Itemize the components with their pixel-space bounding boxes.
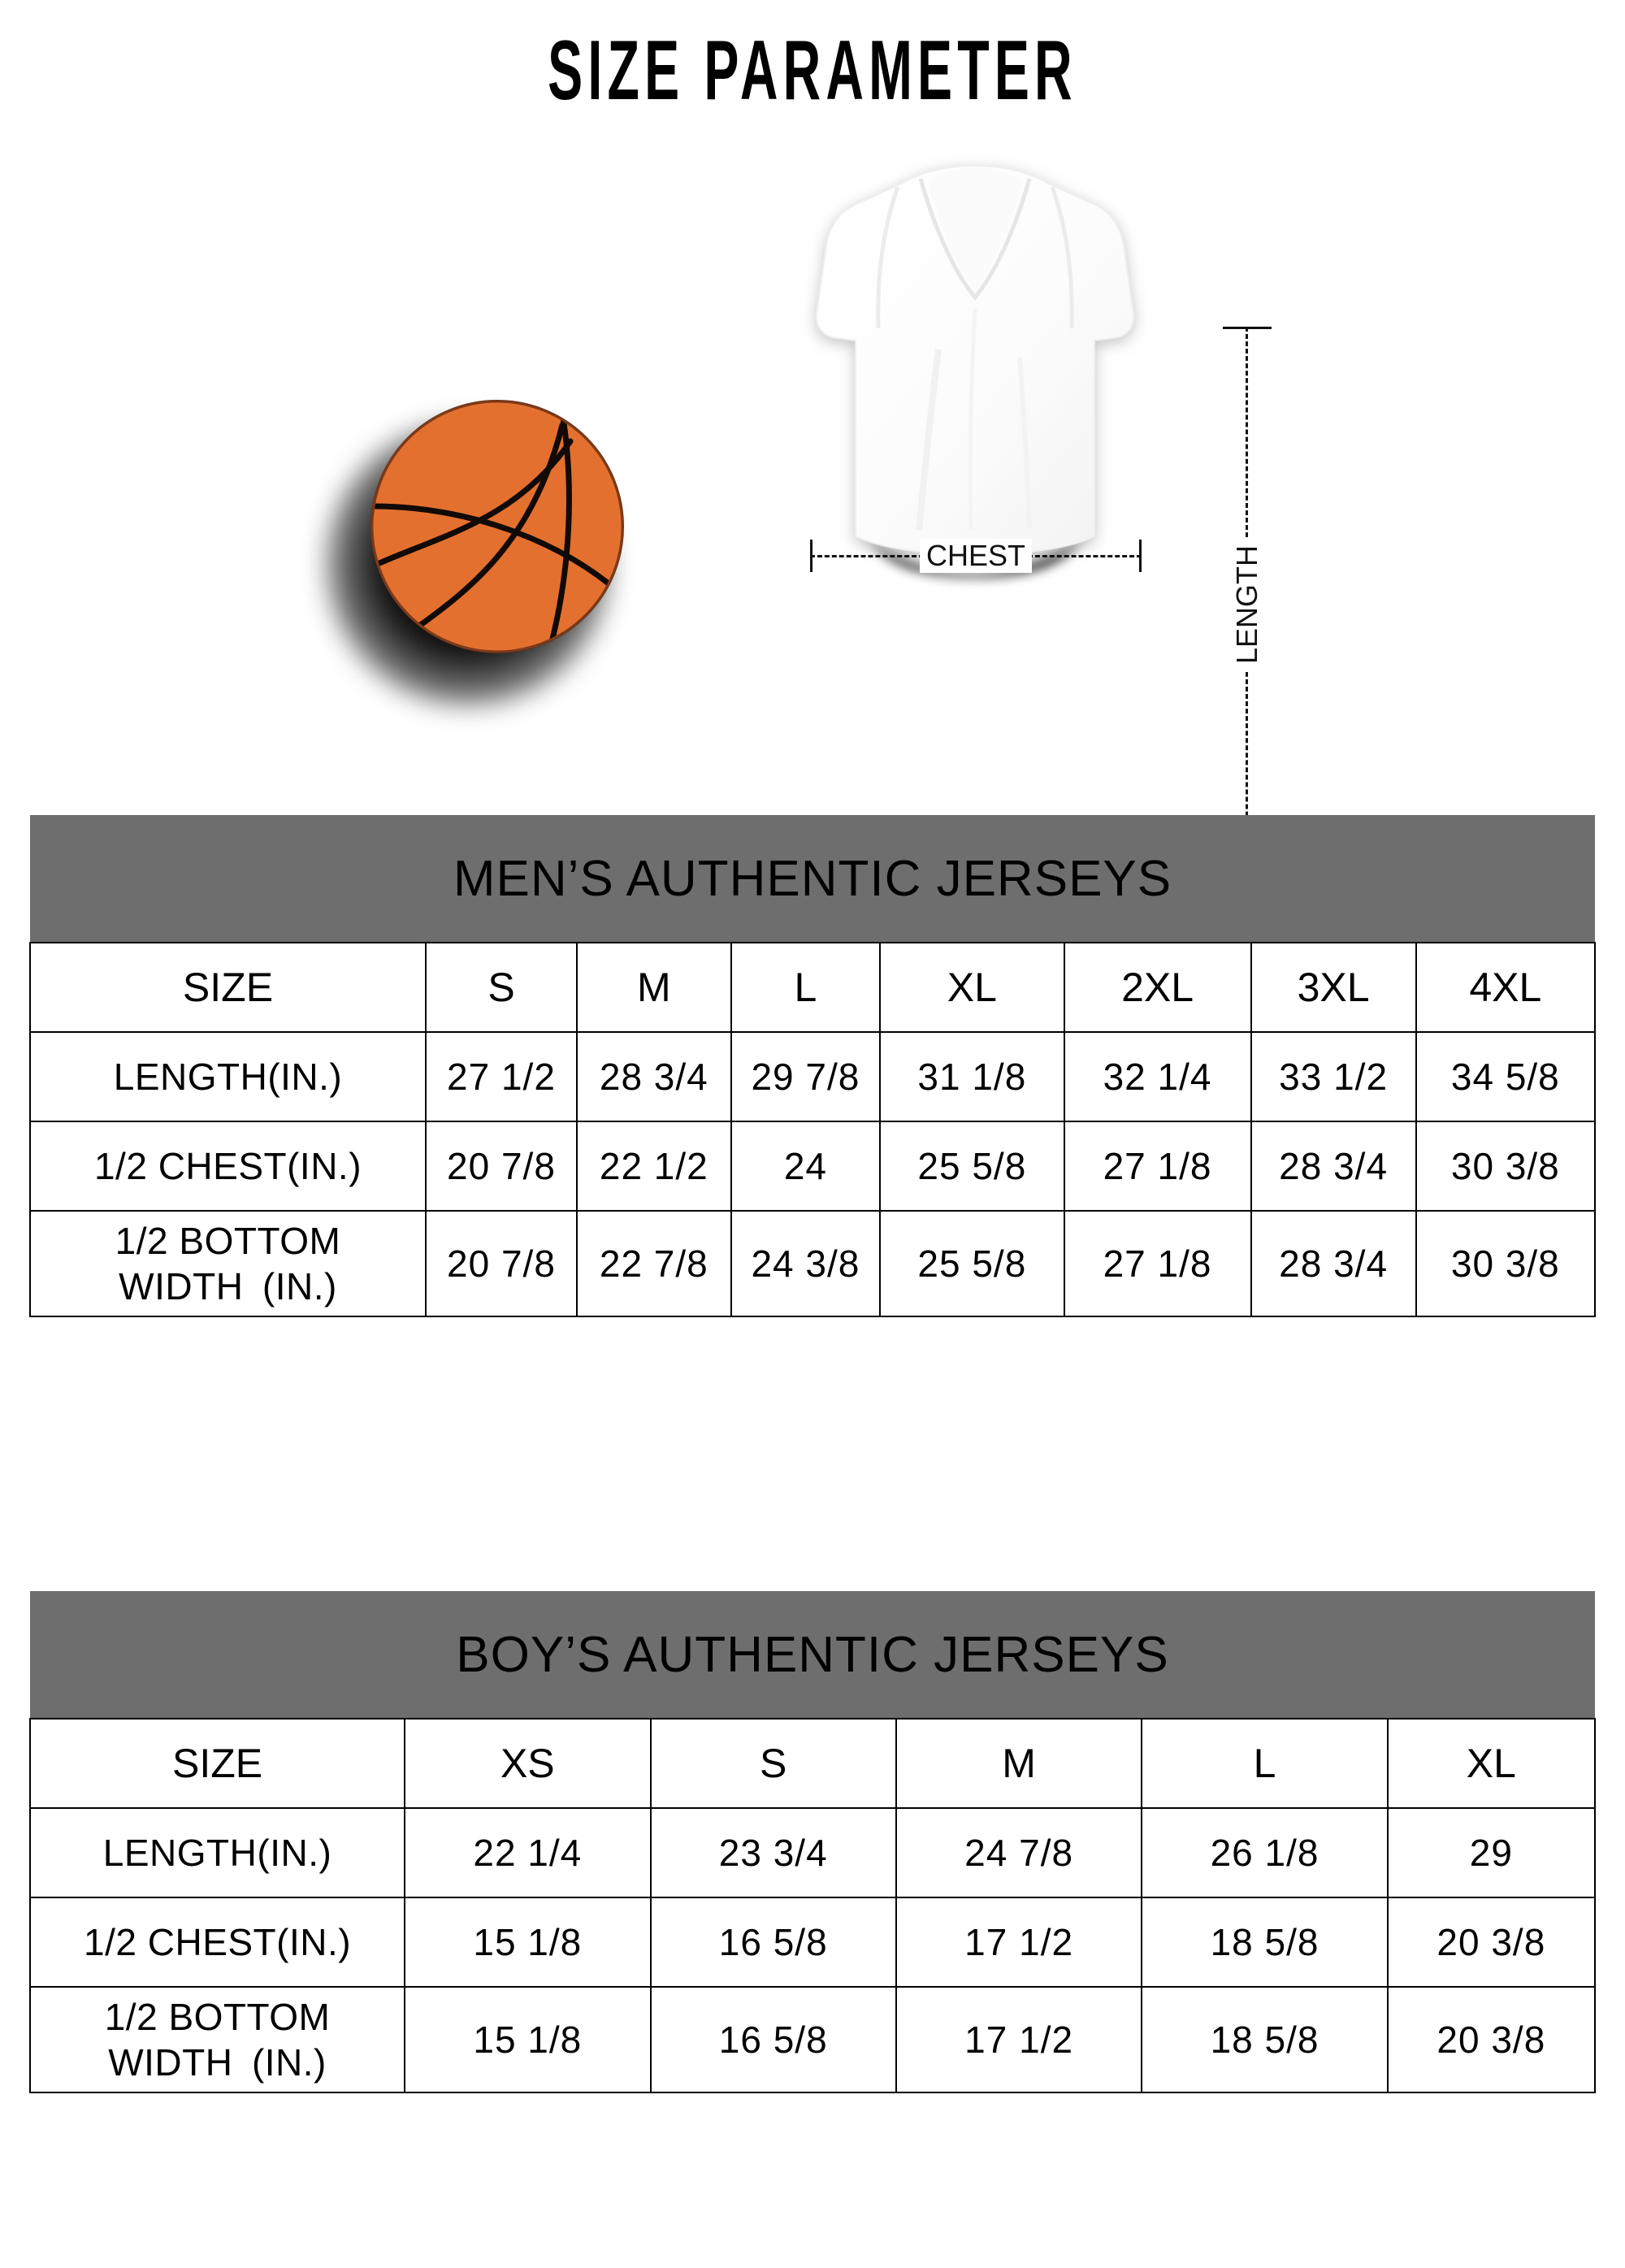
mens-bottom-width-row: 1/2 BOTTOM WIDTH (IN.) 20 7/8 22 7/8 24 … bbox=[29, 1210, 1597, 1317]
jersey-icon bbox=[815, 164, 1135, 577]
length-measurement: LENGTH bbox=[1223, 327, 1272, 882]
boys-chest-xs: 15 1/8 bbox=[404, 1897, 652, 1988]
mens-chest-l: 24 bbox=[730, 1121, 882, 1212]
chest-measurement: CHEST bbox=[810, 539, 1142, 573]
boys-size-table: BOY’S AUTHENTIC JERSEYS SIZE XS S M L XL… bbox=[28, 1591, 1597, 2093]
boys-header-xl: XL bbox=[1386, 1718, 1597, 1809]
boys-header-l: L bbox=[1141, 1718, 1389, 1809]
boys-row-label-length: LENGTH(IN.) bbox=[28, 1807, 406, 1898]
boys-banner-row: BOY’S AUTHENTIC JERSEYS bbox=[30, 1591, 1595, 1719]
mens-bottom-l: 24 3/8 bbox=[730, 1210, 882, 1317]
mens-bottom-s: 20 7/8 bbox=[425, 1210, 578, 1317]
mens-chest-s: 20 7/8 bbox=[425, 1121, 578, 1212]
boys-row-label-bottom-width: 1/2 BOTTOM WIDTH (IN.) bbox=[28, 1986, 406, 2093]
chest-cap-right bbox=[1139, 540, 1142, 572]
mens-chest-4xl: 30 3/8 bbox=[1415, 1121, 1597, 1212]
boys-bottom-l: 18 5/8 bbox=[1141, 1986, 1389, 2093]
basketball-graphic bbox=[317, 390, 658, 731]
chest-cap-left bbox=[810, 540, 812, 572]
boys-header-row: SIZE XS S M L XL bbox=[28, 1718, 1597, 1809]
mens-header-xl: XL bbox=[879, 942, 1065, 1033]
boys-header-xs: XS bbox=[404, 1718, 652, 1809]
boys-chest-s: 16 5/8 bbox=[649, 1897, 897, 1988]
mens-length-2xl: 32 1/4 bbox=[1063, 1031, 1252, 1122]
page-title: SIZE PARAMETER bbox=[548, 24, 1077, 118]
boys-length-xl: 29 bbox=[1386, 1807, 1597, 1898]
mens-header-m: M bbox=[575, 942, 732, 1033]
mens-length-s: 27 1/2 bbox=[425, 1031, 578, 1122]
mens-row-label-chest: 1/2 CHEST(IN.) bbox=[29, 1121, 427, 1212]
boys-row-label-bottom-width-line2: WIDTH (IN.) bbox=[108, 2041, 327, 2084]
mens-row-label-bottom-width-line1: 1/2 BOTTOM bbox=[115, 1219, 341, 1262]
mens-bottom-3xl: 28 3/4 bbox=[1250, 1210, 1417, 1317]
boys-chest-xl: 20 3/8 bbox=[1386, 1897, 1597, 1988]
boys-bottom-xl: 20 3/8 bbox=[1386, 1986, 1597, 2093]
mens-row-label-bottom-width: 1/2 BOTTOM WIDTH (IN.) bbox=[29, 1210, 427, 1317]
length-cap-top bbox=[1223, 327, 1272, 329]
mens-chest-xl: 25 5/8 bbox=[879, 1121, 1065, 1212]
mens-bottom-m: 22 7/8 bbox=[575, 1210, 732, 1317]
mens-row-label-length: LENGTH(IN.) bbox=[29, 1031, 427, 1122]
boys-chest-l: 18 5/8 bbox=[1141, 1897, 1389, 1988]
mens-chest-2xl: 27 1/8 bbox=[1063, 1121, 1252, 1212]
mens-header-s: S bbox=[425, 942, 578, 1033]
mens-length-xl: 31 1/8 bbox=[879, 1031, 1065, 1122]
boys-row-label-bottom-width-line1: 1/2 BOTTOM bbox=[104, 1995, 331, 2038]
mens-length-4xl: 34 5/8 bbox=[1415, 1031, 1597, 1122]
boys-length-m: 24 7/8 bbox=[895, 1807, 1143, 1898]
boys-length-s: 23 3/4 bbox=[649, 1807, 897, 1898]
boys-bottom-m: 17 1/2 bbox=[895, 1986, 1143, 2093]
mens-length-row: LENGTH(IN.) 27 1/2 28 3/4 29 7/8 31 1/8 … bbox=[29, 1031, 1597, 1122]
mens-row-label-bottom-width-line2: WIDTH (IN.) bbox=[119, 1265, 337, 1307]
boys-length-row: LENGTH(IN.) 22 1/4 23 3/4 24 7/8 26 1/8 … bbox=[28, 1807, 1597, 1898]
boys-length-l: 26 1/8 bbox=[1141, 1807, 1389, 1898]
chest-label: CHEST bbox=[919, 539, 1033, 573]
mens-length-m: 28 3/4 bbox=[575, 1031, 732, 1122]
mens-header-4xl: 4XL bbox=[1415, 942, 1597, 1033]
mens-header-size: SIZE bbox=[29, 942, 427, 1033]
boys-chest-row: 1/2 CHEST(IN.) 15 1/8 16 5/8 17 1/2 18 5… bbox=[28, 1897, 1597, 1988]
mens-header-l: L bbox=[730, 942, 882, 1033]
mens-chest-row: 1/2 CHEST(IN.) 20 7/8 22 1/2 24 25 5/8 2… bbox=[29, 1121, 1597, 1212]
mens-length-3xl: 33 1/2 bbox=[1250, 1031, 1417, 1122]
boys-header-m: M bbox=[895, 1718, 1143, 1809]
mens-chest-m: 22 1/2 bbox=[575, 1121, 732, 1212]
mens-banner-row: MEN’S AUTHENTIC JERSEYS bbox=[30, 815, 1595, 943]
boys-chest-m: 17 1/2 bbox=[895, 1897, 1143, 1988]
mens-bottom-xl: 25 5/8 bbox=[879, 1210, 1065, 1317]
mens-header-row: SIZE S M L XL 2XL 3XL 4XL bbox=[29, 942, 1597, 1033]
mens-header-3xl: 3XL bbox=[1250, 942, 1417, 1033]
mens-chest-3xl: 28 3/4 bbox=[1250, 1121, 1417, 1212]
mens-header-2xl: 2XL bbox=[1063, 942, 1252, 1033]
length-label: LENGTH bbox=[1225, 536, 1269, 673]
boys-banner-title: BOY’S AUTHENTIC JERSEYS bbox=[30, 1591, 1595, 1719]
boys-bottom-s: 16 5/8 bbox=[649, 1986, 897, 2093]
boys-length-xs: 22 1/4 bbox=[404, 1807, 652, 1898]
illustration-band: CHEST LENGTH bbox=[0, 146, 1625, 882]
boys-bottom-width-row: 1/2 BOTTOM WIDTH (IN.) 15 1/8 16 5/8 17 … bbox=[28, 1986, 1597, 2093]
boys-row-label-chest: 1/2 CHEST(IN.) bbox=[28, 1897, 406, 1988]
mens-size-table: MEN’S AUTHENTIC JERSEYS SIZE S M L XL 2X… bbox=[29, 815, 1597, 1317]
boys-header-s: S bbox=[649, 1718, 897, 1809]
basketball-icon bbox=[370, 400, 624, 653]
jersey-graphic bbox=[776, 154, 1174, 593]
mens-length-l: 29 7/8 bbox=[730, 1031, 882, 1122]
mens-banner-title: MEN’S AUTHENTIC JERSEYS bbox=[30, 815, 1595, 943]
boys-bottom-xs: 15 1/8 bbox=[404, 1986, 652, 2093]
mens-bottom-2xl: 27 1/8 bbox=[1063, 1210, 1252, 1317]
boys-header-size: SIZE bbox=[28, 1718, 406, 1809]
mens-bottom-4xl: 30 3/8 bbox=[1415, 1210, 1597, 1317]
